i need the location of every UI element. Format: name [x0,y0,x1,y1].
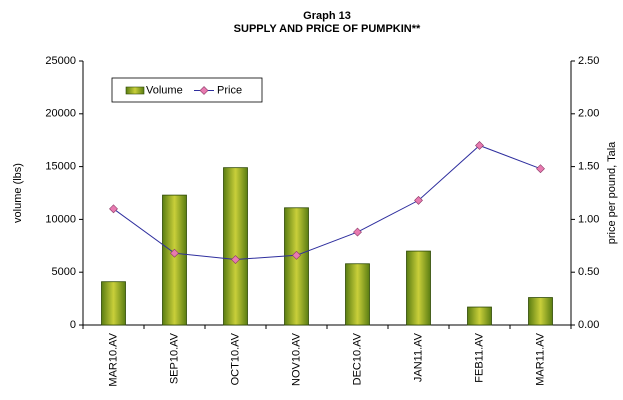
x-tick-label: JAN11.AV [412,332,424,382]
price-marker [170,248,179,258]
bar [345,263,370,326]
x-tick-label: NOV10.AV [290,332,302,386]
y-tick-label: 0 [70,319,76,331]
x-tick-label: FEB11.AV [473,332,485,382]
y-tick-label: 15000 [45,161,76,173]
legend-swatch [125,86,145,95]
price-marker [414,195,423,205]
bar [406,250,431,326]
chart-subtitle: SUPPLY AND PRICE OF PUMPKIN** [234,23,421,35]
bar [101,281,126,326]
price-marker [109,204,118,214]
y2-tick-label: 2.50 [578,55,599,67]
y2-tick-label: 2.00 [578,108,599,120]
y-tick-label: 20000 [45,108,76,120]
price-marker [536,164,545,174]
y-tick-label: 25000 [45,55,76,67]
legend-label: Volume [146,84,183,96]
price-marker [292,250,301,260]
y2-tick-label: 0.50 [578,266,599,278]
x-tick-label: DEC10.AV [351,332,363,385]
price-line [113,144,541,261]
y2-tick-label: 1.00 [578,213,599,225]
bar [467,306,492,326]
chart-title: Graph 13 [303,10,351,22]
x-tick-label: MAR11.AV [534,332,546,385]
y-axis-title: volume (lbs) [12,163,24,223]
y-tick-label: 10000 [45,213,76,225]
y2-tick-label: 1.50 [578,161,599,173]
x-tick-label: SEP10.AV [168,332,180,384]
y2-tick-label: 0.00 [578,319,599,331]
x-tick-label: OCT10.AV [229,332,241,385]
bar [284,207,309,326]
y2-axis-title: price per pound, Tala [606,141,618,244]
y-tick-label: 5000 [52,266,76,278]
bar [223,167,248,326]
price-marker [231,255,240,264]
price-marker [475,141,484,150]
x-tick-label: MAR10.AV [107,332,119,386]
price-marker [353,227,362,237]
bar [162,194,187,326]
bar [528,297,553,326]
legend-marker [199,86,209,95]
legend-label: Price [217,84,242,96]
